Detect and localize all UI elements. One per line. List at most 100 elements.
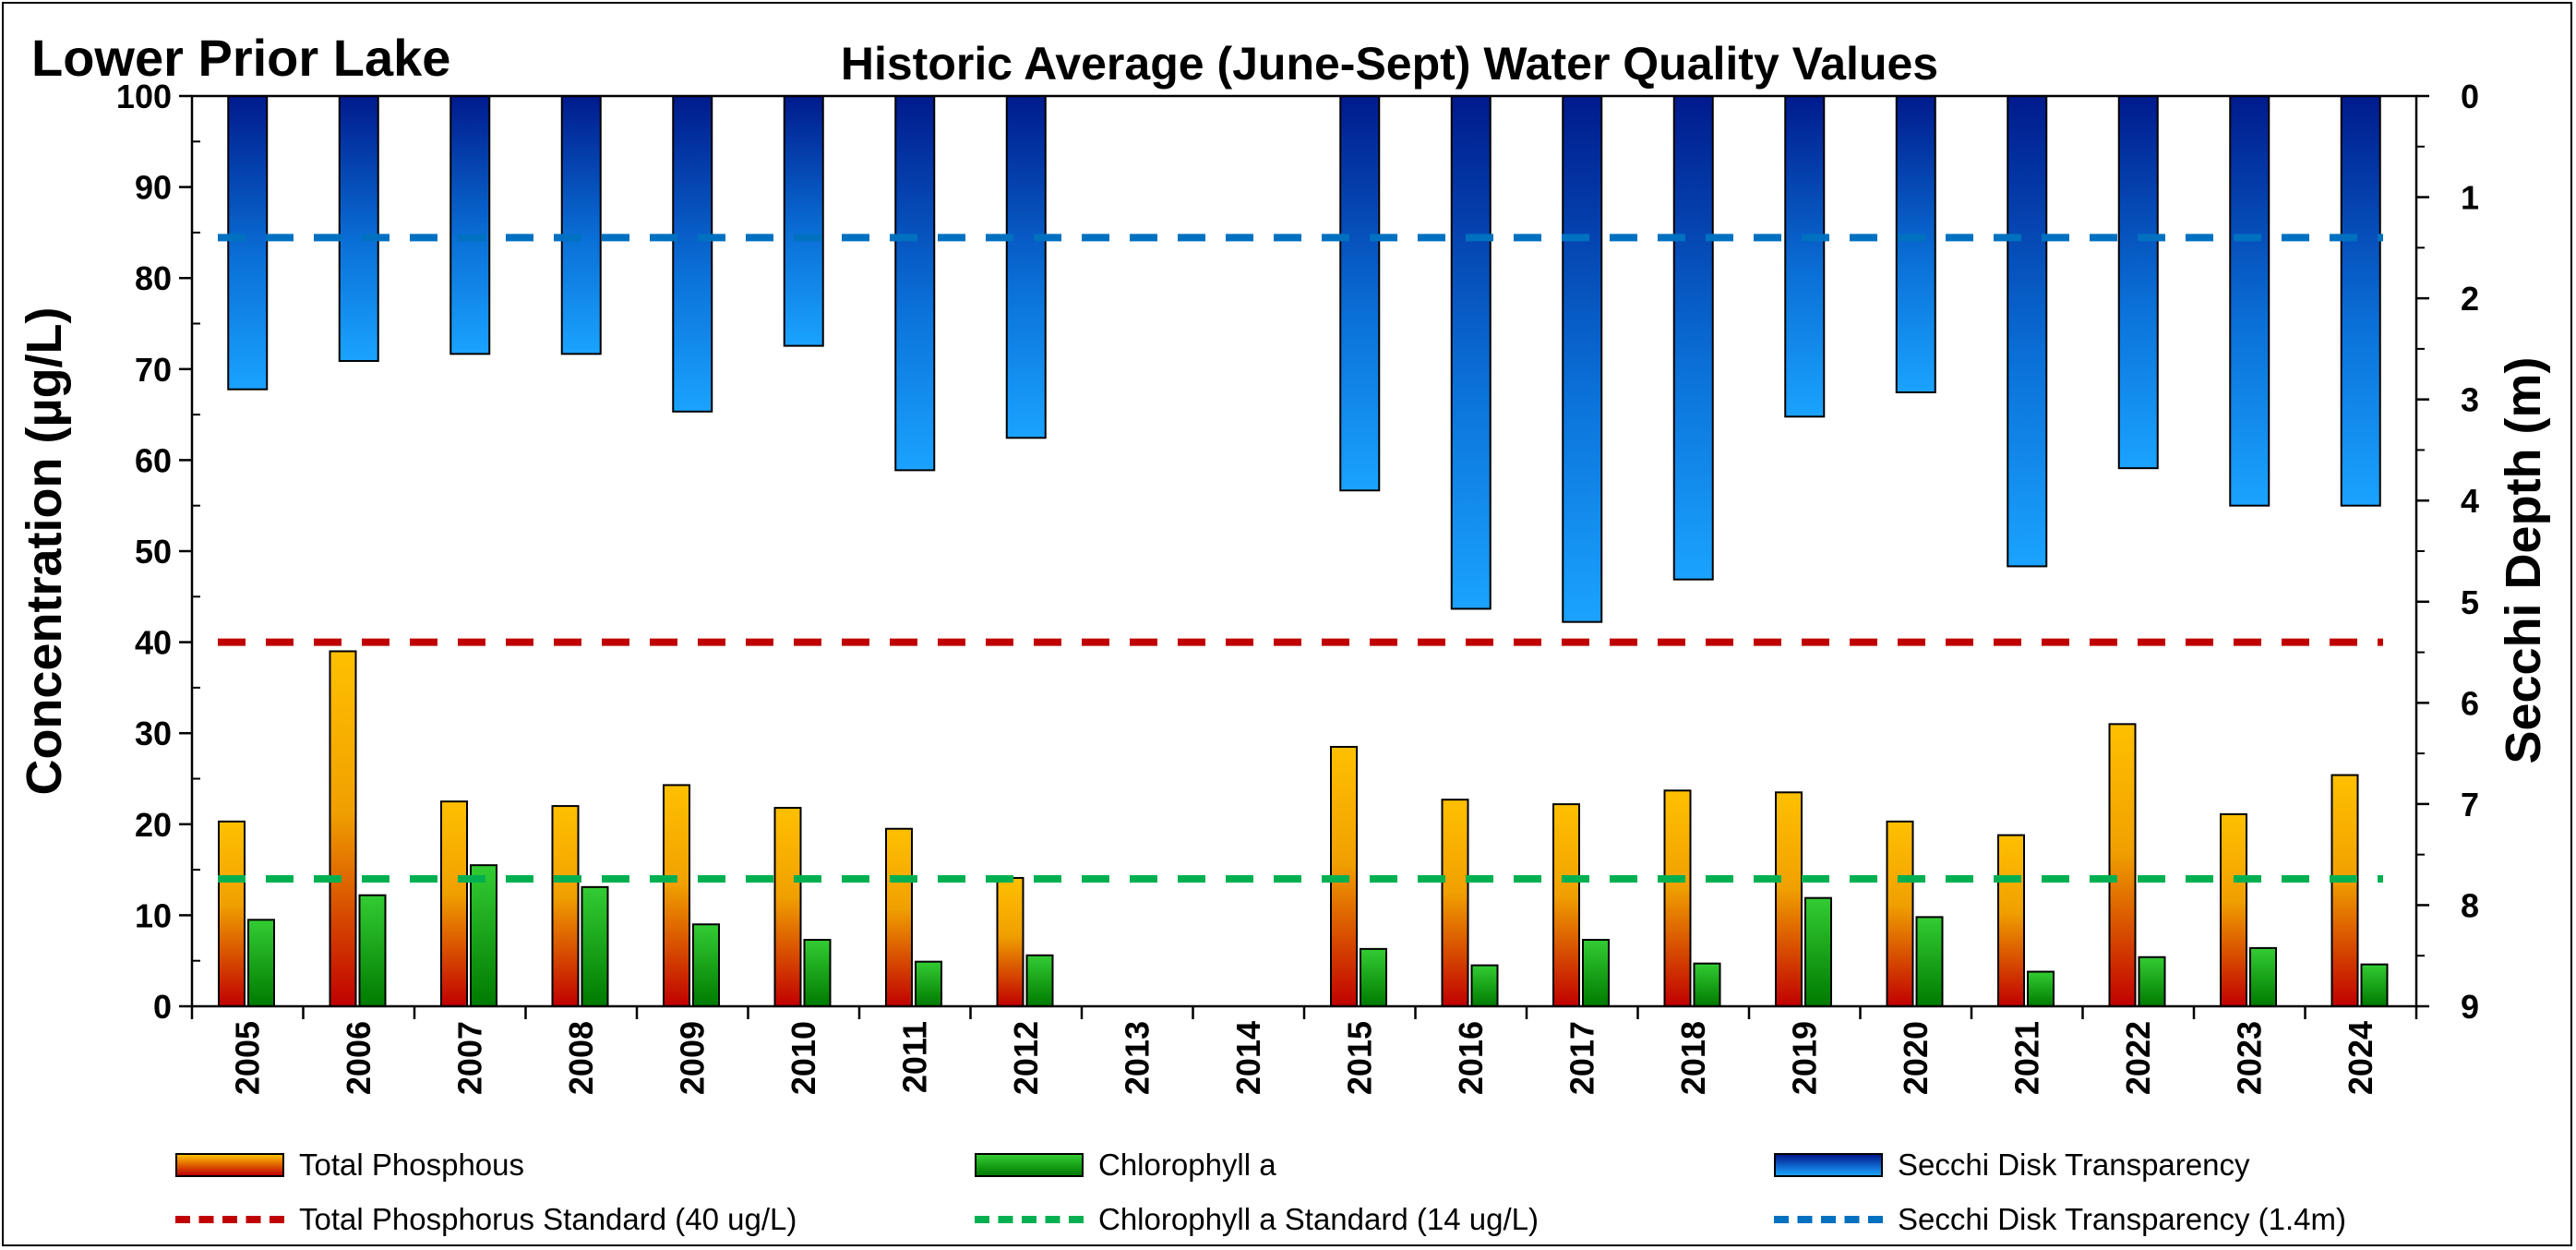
bar-total-phosphorus-2018	[1663, 789, 1692, 1007]
bar-chlorophyll-2016	[1470, 964, 1499, 1008]
bar-secchi-2012	[1005, 95, 1047, 439]
y2-tick-label: 3	[2461, 381, 2479, 419]
y-tick-label: 80	[135, 259, 172, 297]
bar-secchi-2024	[2340, 95, 2381, 507]
x-tick-label: 2024	[2342, 1021, 2379, 1095]
y-tick-label: 50	[135, 533, 172, 571]
legend-swatch-total-phosphorus	[175, 1153, 284, 1177]
bar-chlorophyll-2005	[247, 919, 275, 1008]
bar-secchi-2023	[2229, 95, 2270, 507]
bar-secchi-2022	[2117, 95, 2159, 470]
bar-secchi-2009	[672, 95, 713, 413]
legend-chl-standard: Chlorophyll a Standard (14 ug/L)	[975, 1202, 1539, 1237]
bar-secchi-2008	[560, 95, 602, 355]
bar-chlorophyll-2018	[1693, 962, 1721, 1007]
legend-total-phosphorus: Total Phosphous	[175, 1148, 524, 1183]
bar-total-phosphorus-2021	[1997, 834, 2025, 1008]
x-tick-label: 2017	[1563, 1021, 1600, 1095]
bar-chlorophyll-2006	[358, 894, 387, 1008]
bar-total-phosphorus-2012	[996, 876, 1024, 1007]
legend-chlorophyll: Chlorophyll a	[975, 1148, 1276, 1183]
bar-secchi-2016	[1450, 95, 1492, 610]
bar-chlorophyll-2012	[1025, 954, 1054, 1008]
y-axis-title: Concentration (µg/L)	[17, 306, 72, 795]
legend-secchi-standard: Secchi Disk Transparency (1.4m)	[1774, 1202, 2346, 1237]
bar-chlorophyll-2007	[470, 864, 497, 1007]
x-tick-label: 2014	[1229, 1021, 1267, 1095]
bar-chlorophyll-2023	[2249, 946, 2277, 1007]
bar-secchi-2015	[1339, 95, 1381, 492]
bar-total-phosphorus-2017	[1552, 803, 1580, 1007]
x-tick-label: 2023	[2230, 1021, 2268, 1095]
bar-secchi-2011	[894, 95, 936, 472]
chart-title: Historic Average (June-Sept) Water Quali…	[840, 38, 1939, 90]
bar-secchi-2010	[783, 95, 824, 347]
bar-total-phosphorus-2009	[663, 784, 690, 1007]
lake-title: Lower Prior Lake	[31, 29, 451, 87]
bar-total-phosphorus-2008	[551, 805, 580, 1008]
bar-total-phosphorus-2005	[218, 820, 246, 1007]
y-tick-label: 60	[135, 441, 172, 479]
bar-secchi-2021	[2007, 95, 2048, 568]
x-tick-label: 2019	[1785, 1021, 1823, 1095]
bar-total-phosphorus-2006	[329, 650, 357, 1008]
y-tick-label: 90	[135, 169, 172, 207]
bar-chlorophyll-2010	[803, 939, 832, 1007]
y2-tick-label: 0	[2461, 78, 2479, 115]
y2-tick-label: 9	[2461, 988, 2479, 1026]
y-tick-label: 100	[116, 78, 172, 115]
bar-chlorophyll-2017	[1582, 939, 1610, 1007]
x-tick-label: 2006	[340, 1021, 377, 1095]
y2-axis-title: Secchi Depth (m)	[2496, 356, 2551, 763]
legend-line-chl-standard	[975, 1216, 1084, 1223]
legend-line-secchi-standard	[1774, 1216, 1883, 1223]
bar-chlorophyll-2019	[1804, 896, 1832, 1008]
bar-total-phosphorus-2011	[885, 827, 913, 1007]
bar-chlorophyll-2020	[1915, 916, 1944, 1008]
bar-chlorophyll-2021	[2027, 970, 2055, 1007]
y2-tick-label: 1	[2461, 179, 2479, 217]
bar-total-phosphorus-2024	[2330, 774, 2359, 1008]
legend-tp-standard: Total Phosphorus Standard (40 ug/L)	[175, 1202, 797, 1237]
x-tick-label: 2011	[895, 1021, 933, 1093]
legend-swatch-secchi	[1774, 1153, 1883, 1177]
y2-tick-label: 8	[2461, 886, 2479, 924]
x-tick-label: 2021	[2007, 1021, 2045, 1095]
x-tick-label: 2018	[1674, 1021, 1712, 1095]
bar-chlorophyll-2011	[915, 960, 942, 1008]
y-tick-label: 40	[135, 624, 172, 662]
x-tick-label: 2022	[2119, 1021, 2157, 1095]
bar-chlorophyll-2009	[692, 923, 720, 1008]
bar-chlorophyll-2008	[581, 885, 609, 1007]
bar-total-phosphorus-2007	[440, 800, 468, 1008]
x-tick-label: 2010	[785, 1021, 822, 1095]
bar-secchi-2020	[1895, 95, 1936, 393]
bar-secchi-2017	[1562, 95, 1603, 623]
x-tick-label: 2008	[562, 1021, 600, 1095]
bar-secchi-2005	[227, 95, 269, 391]
x-tick-label: 2013	[1118, 1021, 1156, 1095]
legend-label: Secchi Disk Transparency (1.4m)	[1898, 1202, 2346, 1236]
legend-label: Secchi Disk Transparency	[1898, 1148, 2250, 1182]
x-tick-label: 2020	[1897, 1021, 1935, 1095]
legend-label: Chlorophyll a	[1098, 1148, 1276, 1182]
y-tick-label: 30	[135, 715, 172, 752]
x-tick-label: 2015	[1340, 1021, 1378, 1095]
legend-secchi: Secchi Disk Transparency	[1774, 1148, 2249, 1183]
x-tick-label: 2012	[1007, 1021, 1045, 1095]
y2-tick-label: 4	[2461, 482, 2479, 520]
y2-tick-label: 2	[2461, 280, 2479, 318]
bar-secchi-2007	[449, 95, 491, 355]
bar-secchi-2018	[1672, 95, 1714, 581]
y-tick-label: 20	[135, 806, 172, 844]
bar-secchi-2019	[1784, 95, 1826, 418]
x-tick-label: 2007	[450, 1021, 488, 1095]
x-tick-label: 2016	[1452, 1021, 1490, 1095]
bar-total-phosphorus-2019	[1775, 791, 1803, 1007]
legend-swatch-chlorophyll	[975, 1153, 1084, 1177]
y-tick-label: 10	[135, 896, 172, 934]
plot-area-border	[190, 94, 2418, 1008]
bar-chlorophyll-2022	[2138, 956, 2166, 1007]
